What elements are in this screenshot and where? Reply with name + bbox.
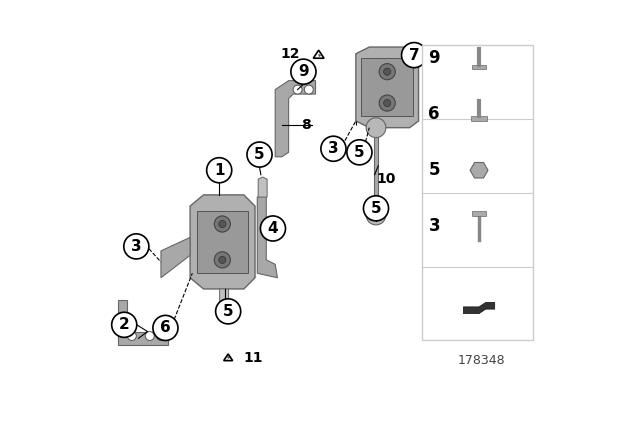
- Circle shape: [293, 85, 302, 94]
- Polygon shape: [470, 163, 488, 178]
- Polygon shape: [197, 211, 248, 273]
- Circle shape: [383, 68, 391, 75]
- Circle shape: [124, 234, 149, 259]
- Circle shape: [364, 196, 388, 221]
- FancyBboxPatch shape: [422, 45, 533, 340]
- Text: 4: 4: [268, 221, 278, 236]
- Circle shape: [291, 59, 316, 84]
- Polygon shape: [275, 81, 316, 157]
- Text: 8: 8: [301, 118, 311, 133]
- Text: 3: 3: [131, 239, 141, 254]
- Circle shape: [127, 332, 136, 340]
- Polygon shape: [356, 47, 419, 128]
- Text: 7: 7: [409, 47, 419, 63]
- Text: 12: 12: [281, 47, 300, 61]
- Text: 1: 1: [214, 163, 225, 178]
- Circle shape: [260, 216, 285, 241]
- Text: 3: 3: [328, 141, 339, 156]
- Polygon shape: [190, 195, 255, 289]
- Text: 10: 10: [376, 172, 396, 186]
- Circle shape: [383, 99, 391, 107]
- Circle shape: [157, 332, 165, 340]
- Circle shape: [216, 299, 241, 324]
- Polygon shape: [314, 50, 324, 58]
- Circle shape: [366, 118, 386, 138]
- Text: 11: 11: [244, 351, 263, 366]
- Text: 5: 5: [354, 145, 365, 160]
- Text: 5: 5: [254, 147, 265, 162]
- Circle shape: [379, 64, 396, 80]
- Circle shape: [219, 256, 226, 263]
- FancyBboxPatch shape: [472, 211, 486, 216]
- Text: 178348: 178348: [458, 354, 505, 367]
- Circle shape: [214, 216, 230, 232]
- Polygon shape: [161, 237, 190, 278]
- Polygon shape: [224, 354, 233, 361]
- FancyBboxPatch shape: [472, 65, 486, 69]
- Circle shape: [321, 136, 346, 161]
- Circle shape: [145, 332, 154, 340]
- Polygon shape: [374, 134, 378, 208]
- Text: 2: 2: [119, 317, 129, 332]
- Circle shape: [401, 43, 427, 68]
- Polygon shape: [258, 177, 267, 197]
- Circle shape: [207, 158, 232, 183]
- FancyBboxPatch shape: [472, 116, 486, 121]
- Text: 6: 6: [428, 105, 440, 123]
- Circle shape: [153, 315, 178, 340]
- Polygon shape: [220, 289, 228, 309]
- Circle shape: [247, 142, 272, 167]
- Circle shape: [112, 312, 137, 337]
- Circle shape: [214, 252, 230, 268]
- Text: 3: 3: [428, 217, 440, 235]
- Text: 5: 5: [371, 201, 381, 216]
- Circle shape: [304, 85, 314, 94]
- Polygon shape: [118, 300, 168, 345]
- Text: 6: 6: [160, 320, 171, 336]
- Text: 5: 5: [223, 304, 234, 319]
- Text: 5: 5: [428, 161, 440, 179]
- Circle shape: [379, 95, 396, 111]
- Text: 9: 9: [428, 49, 440, 67]
- Circle shape: [219, 220, 226, 228]
- Polygon shape: [361, 58, 413, 116]
- Circle shape: [347, 140, 372, 165]
- Text: 9: 9: [298, 64, 308, 79]
- Text: ⚡: ⚡: [226, 355, 230, 361]
- Text: ⚡: ⚡: [316, 52, 321, 59]
- Polygon shape: [463, 302, 495, 314]
- Polygon shape: [257, 195, 278, 278]
- Circle shape: [366, 205, 386, 225]
